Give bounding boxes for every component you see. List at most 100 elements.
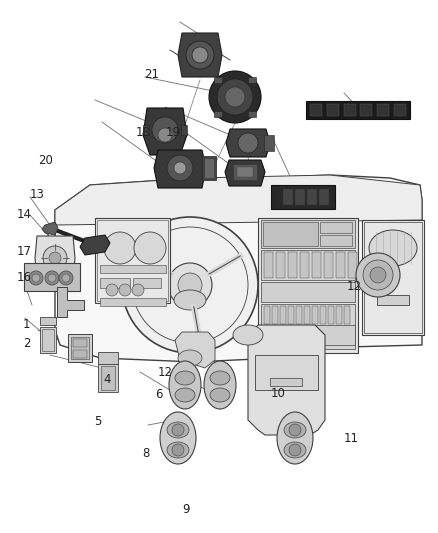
Circle shape (356, 253, 400, 297)
Text: 18: 18 (136, 126, 151, 139)
Bar (300, 252, 309, 278)
Bar (263, 222, 318, 246)
Circle shape (59, 271, 73, 285)
Circle shape (132, 227, 248, 343)
Bar (143, 125, 149, 135)
Bar (40, 317, 56, 325)
Bar (264, 252, 273, 278)
Circle shape (167, 155, 193, 181)
Circle shape (289, 444, 301, 456)
Bar (364, 222, 422, 333)
Ellipse shape (369, 230, 417, 266)
Bar (73, 350, 87, 358)
Polygon shape (42, 222, 58, 235)
Circle shape (192, 47, 208, 63)
Text: 19: 19 (166, 126, 180, 139)
Bar (40, 327, 56, 353)
Bar (24, 263, 80, 291)
Polygon shape (35, 236, 75, 280)
Circle shape (134, 232, 166, 264)
Bar (204, 158, 214, 178)
Circle shape (209, 71, 261, 123)
Bar (100, 278, 130, 288)
Bar (237, 167, 253, 177)
Text: 20: 20 (39, 155, 53, 167)
Ellipse shape (167, 442, 189, 458)
Circle shape (363, 260, 393, 290)
Bar (73, 339, 87, 347)
Bar (312, 252, 321, 278)
Bar (295, 189, 305, 205)
Circle shape (119, 284, 131, 296)
Circle shape (370, 267, 386, 283)
Text: 8: 8 (142, 447, 150, 459)
Bar (280, 306, 286, 324)
Circle shape (172, 424, 184, 436)
Bar (362, 220, 424, 335)
Polygon shape (248, 325, 325, 435)
Bar (202, 156, 216, 180)
Ellipse shape (175, 371, 195, 385)
Polygon shape (271, 185, 335, 209)
Polygon shape (80, 235, 110, 255)
Text: 10: 10 (271, 387, 286, 400)
Bar (288, 252, 297, 278)
Text: 16: 16 (17, 271, 32, 284)
Bar (377, 104, 389, 116)
Ellipse shape (284, 442, 306, 458)
Text: 21: 21 (145, 68, 159, 81)
Bar (377, 295, 409, 305)
Bar (214, 111, 222, 117)
Text: 14: 14 (17, 208, 32, 221)
Bar (336, 252, 345, 278)
Ellipse shape (160, 412, 196, 464)
Ellipse shape (210, 371, 230, 385)
Circle shape (158, 128, 172, 142)
Bar (261, 304, 355, 349)
Circle shape (104, 232, 136, 264)
Polygon shape (55, 175, 422, 225)
Bar (264, 306, 270, 324)
Ellipse shape (167, 422, 189, 438)
Text: 1: 1 (23, 318, 30, 330)
Ellipse shape (204, 361, 236, 409)
Circle shape (106, 284, 118, 296)
Bar (320, 235, 352, 246)
Bar (248, 77, 256, 83)
Text: 4: 4 (103, 373, 110, 386)
Polygon shape (154, 150, 206, 188)
Text: 9: 9 (182, 503, 189, 515)
Polygon shape (143, 108, 187, 155)
Bar (261, 325, 355, 345)
Text: 13: 13 (30, 188, 45, 201)
Bar (307, 189, 317, 205)
Circle shape (172, 444, 184, 456)
Circle shape (174, 162, 186, 174)
Text: 11: 11 (344, 432, 359, 445)
Circle shape (289, 424, 301, 436)
Circle shape (168, 263, 212, 307)
Text: 2: 2 (23, 337, 30, 350)
Bar (98, 352, 118, 364)
Ellipse shape (233, 325, 263, 345)
Polygon shape (226, 129, 270, 157)
Bar (288, 306, 294, 324)
Bar (296, 306, 302, 324)
Polygon shape (55, 175, 422, 362)
Bar (319, 189, 329, 205)
Ellipse shape (210, 388, 230, 402)
Bar (320, 306, 326, 324)
Bar (261, 220, 355, 248)
Circle shape (225, 87, 245, 107)
Bar (344, 306, 350, 324)
Ellipse shape (169, 361, 201, 409)
Bar (320, 222, 352, 233)
Circle shape (122, 217, 258, 353)
Bar (360, 104, 372, 116)
Polygon shape (175, 332, 215, 368)
Bar (306, 101, 410, 119)
Bar (394, 104, 406, 116)
Text: 12: 12 (347, 280, 362, 293)
Polygon shape (57, 287, 84, 317)
Bar (270, 378, 302, 386)
